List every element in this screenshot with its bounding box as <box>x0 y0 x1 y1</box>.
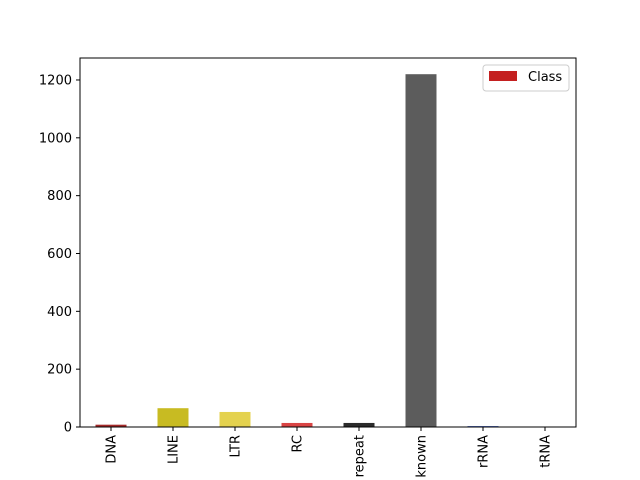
bar-rc <box>281 422 313 427</box>
y-tick-label: 1200 <box>39 73 72 88</box>
x-tick-label: known <box>415 435 430 478</box>
legend: Class <box>482 64 570 92</box>
y-tick-label: 0 <box>64 421 72 436</box>
y-tick-label: 1000 <box>39 131 72 146</box>
bar-simple-repeat <box>343 422 375 427</box>
y-tick-label: 800 <box>47 189 72 204</box>
x-tick-label: RC <box>291 435 306 452</box>
bar-unknown <box>405 74 437 427</box>
x-tick-label: rRNA <box>477 435 492 468</box>
bar-ltr <box>219 411 251 427</box>
bars-group <box>95 74 561 427</box>
x-tick-label: DNA <box>105 435 120 464</box>
x-axis: DNA LINE LTR RC repeat known rRNA tRNA <box>105 427 554 478</box>
plot-frame <box>79 57 577 428</box>
x-tick-label: tRNA <box>539 435 554 468</box>
y-tick-label: 200 <box>47 363 72 378</box>
x-tick-label: repeat <box>353 435 368 477</box>
x-tick-label: LTR <box>229 435 244 457</box>
y-tick-label: 600 <box>47 247 72 262</box>
legend-label: Class <box>528 70 562 85</box>
bar-line <box>157 408 189 427</box>
y-axis: 0 200 400 600 800 1000 1200 <box>39 73 80 436</box>
y-tick-label: 400 <box>47 305 72 320</box>
x-tick-label: LINE <box>167 435 182 464</box>
bar-dna <box>95 424 127 427</box>
legend-swatch <box>489 71 517 81</box>
